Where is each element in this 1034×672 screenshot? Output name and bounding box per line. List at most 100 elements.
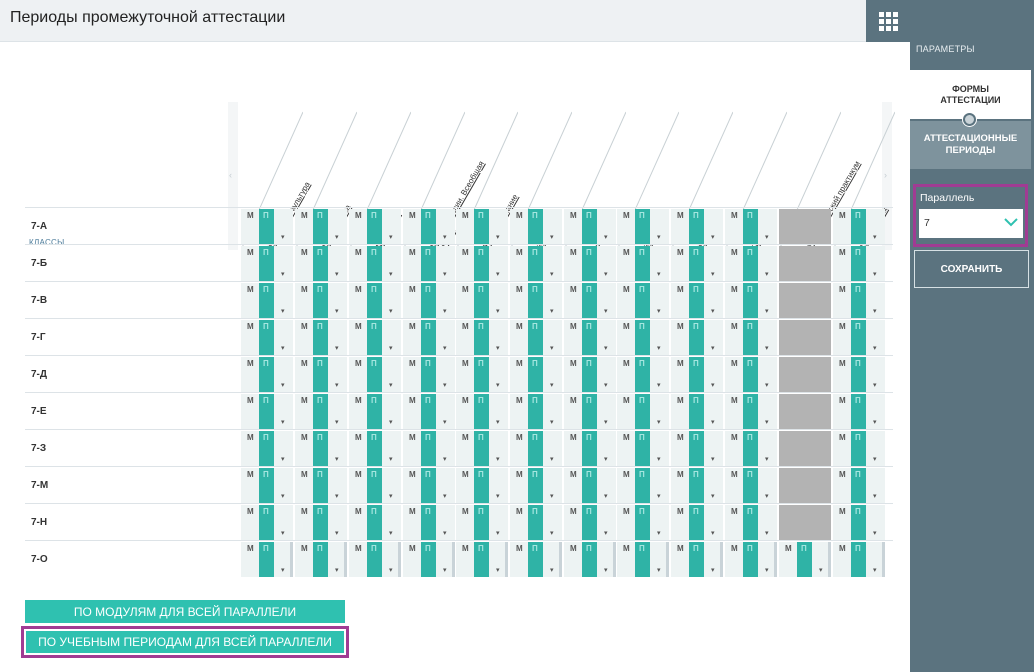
attestation-cell[interactable]: М П ▾ (564, 357, 616, 392)
module-toggle[interactable]: М (677, 507, 684, 516)
attestation-cell[interactable]: М П ▾ (241, 246, 293, 281)
module-toggle[interactable]: М (731, 359, 738, 368)
period-toggle[interactable]: П (367, 394, 382, 429)
period-toggle[interactable]: П (743, 468, 758, 503)
caret-down-icon[interactable]: ▾ (711, 419, 715, 426)
attestation-cell[interactable]: М П ▾ (295, 283, 347, 318)
period-toggle[interactable]: П (743, 246, 758, 281)
attestation-cell[interactable]: М П ▾ (241, 394, 293, 429)
module-toggle[interactable]: М (570, 359, 577, 368)
caret-down-icon[interactable]: ▾ (281, 234, 285, 241)
caret-down-icon[interactable]: ▾ (550, 456, 554, 463)
by-periods-button[interactable]: ПО УЧЕБНЫМ ПЕРИОДАМ ДЛЯ ВСЕЙ ПАРАЛЛЕЛИ (26, 631, 344, 653)
period-toggle[interactable]: П (528, 357, 543, 392)
attestation-cell[interactable]: М П ▾ (241, 357, 293, 392)
module-toggle[interactable]: М (355, 248, 362, 257)
caret-down-icon[interactable]: ▾ (496, 234, 500, 241)
module-toggle[interactable]: М (570, 507, 577, 516)
module-toggle[interactable]: М (839, 248, 846, 257)
attestation-cell[interactable]: М П ▾ (617, 468, 669, 503)
period-toggle[interactable]: П (367, 246, 382, 281)
attestation-cell[interactable]: М П ▾ (671, 283, 723, 318)
caret-down-icon[interactable]: ▾ (389, 308, 393, 315)
period-toggle[interactable]: П (367, 320, 382, 355)
module-toggle[interactable]: М (409, 433, 416, 442)
module-toggle[interactable]: М (623, 470, 630, 479)
attestation-cell[interactable]: М П ▾ (349, 209, 401, 244)
period-toggle[interactable]: П (582, 357, 597, 392)
period-toggle[interactable]: П (635, 542, 650, 577)
attestation-cell[interactable]: М П ▾ (725, 209, 777, 244)
period-toggle[interactable]: П (528, 431, 543, 466)
attestation-cell[interactable]: М П ▾ (349, 431, 401, 466)
period-toggle[interactable]: П (582, 320, 597, 355)
caret-down-icon[interactable]: ▾ (496, 345, 500, 352)
period-toggle[interactable]: П (259, 357, 274, 392)
attestation-cell[interactable]: М П ▾ (510, 283, 562, 318)
module-toggle[interactable]: М (839, 359, 846, 368)
period-toggle[interactable]: П (689, 246, 704, 281)
attestation-cell[interactable]: М П ▾ (349, 505, 401, 540)
period-toggle[interactable]: П (367, 283, 382, 318)
caret-down-icon[interactable]: ▾ (443, 345, 447, 352)
module-toggle[interactable]: М (301, 359, 308, 368)
period-toggle[interactable]: П (313, 320, 328, 355)
period-toggle[interactable]: П (528, 283, 543, 318)
caret-down-icon[interactable]: ▾ (496, 271, 500, 278)
attestation-cell[interactable]: М П ▾ (510, 357, 562, 392)
module-toggle[interactable]: М (462, 544, 469, 553)
module-toggle[interactable]: М (247, 396, 254, 405)
caret-down-icon[interactable]: ▾ (657, 382, 661, 389)
attestation-cell[interactable]: М П ▾ (510, 320, 562, 355)
caret-down-icon[interactable]: ▾ (550, 308, 554, 315)
module-toggle[interactable]: М (301, 285, 308, 294)
period-toggle[interactable]: П (528, 209, 543, 244)
attestation-cell[interactable]: М П ▾ (403, 320, 455, 355)
period-toggle[interactable]: П (367, 431, 382, 466)
period-toggle[interactable]: П (743, 431, 758, 466)
attestation-cell[interactable]: М П ▾ (241, 468, 293, 503)
by-modules-button[interactable]: ПО МОДУЛЯМ ДЛЯ ВСЕЙ ПАРАЛЛЕЛИ (25, 600, 345, 623)
attestation-cell[interactable]: М П ▾ (725, 246, 777, 281)
module-toggle[interactable]: М (247, 248, 254, 257)
attestation-cell[interactable]: М П ▾ (403, 357, 455, 392)
attestation-cell[interactable]: М П ▾ (564, 283, 616, 318)
period-toggle[interactable]: П (689, 394, 704, 429)
caret-down-icon[interactable]: ▾ (604, 345, 608, 352)
module-toggle[interactable]: М (409, 507, 416, 516)
module-toggle[interactable]: М (409, 285, 416, 294)
module-toggle[interactable]: М (355, 470, 362, 479)
caret-down-icon[interactable]: ▾ (443, 234, 447, 241)
attestation-cell[interactable]: М П ▾ (510, 468, 562, 503)
module-toggle[interactable]: М (677, 211, 684, 220)
caret-down-icon[interactable]: ▾ (335, 345, 339, 352)
caret-down-icon[interactable]: ▾ (443, 493, 447, 500)
period-toggle[interactable]: П (689, 505, 704, 540)
caret-down-icon[interactable]: ▾ (604, 382, 608, 389)
period-toggle[interactable]: П (851, 505, 866, 540)
period-toggle[interactable]: П (635, 468, 650, 503)
period-toggle[interactable]: П (421, 357, 436, 392)
caret-down-icon[interactable]: ▾ (604, 530, 608, 537)
module-toggle[interactable]: М (462, 285, 469, 294)
module-toggle[interactable]: М (516, 359, 523, 368)
module-toggle[interactable]: М (570, 470, 577, 479)
caret-down-icon[interactable]: ▾ (657, 234, 661, 241)
caret-down-icon[interactable]: ▾ (765, 234, 769, 241)
caret-down-icon[interactable]: ▾ (335, 382, 339, 389)
caret-down-icon[interactable]: ▾ (443, 271, 447, 278)
period-toggle[interactable]: П (582, 542, 597, 577)
module-toggle[interactable]: М (731, 544, 738, 553)
caret-down-icon[interactable]: ▾ (496, 419, 500, 426)
caret-down-icon[interactable]: ▾ (765, 345, 769, 352)
caret-down-icon[interactable]: ▾ (496, 308, 500, 315)
period-toggle[interactable]: П (421, 542, 436, 577)
module-toggle[interactable]: М (409, 396, 416, 405)
caret-down-icon[interactable]: ▾ (819, 567, 823, 574)
caret-down-icon[interactable]: ▾ (443, 456, 447, 463)
period-toggle[interactable]: П (582, 209, 597, 244)
caret-down-icon[interactable]: ▾ (873, 345, 877, 352)
caret-down-icon[interactable]: ▾ (657, 493, 661, 500)
period-toggle[interactable]: П (421, 468, 436, 503)
period-toggle[interactable]: П (797, 542, 812, 577)
